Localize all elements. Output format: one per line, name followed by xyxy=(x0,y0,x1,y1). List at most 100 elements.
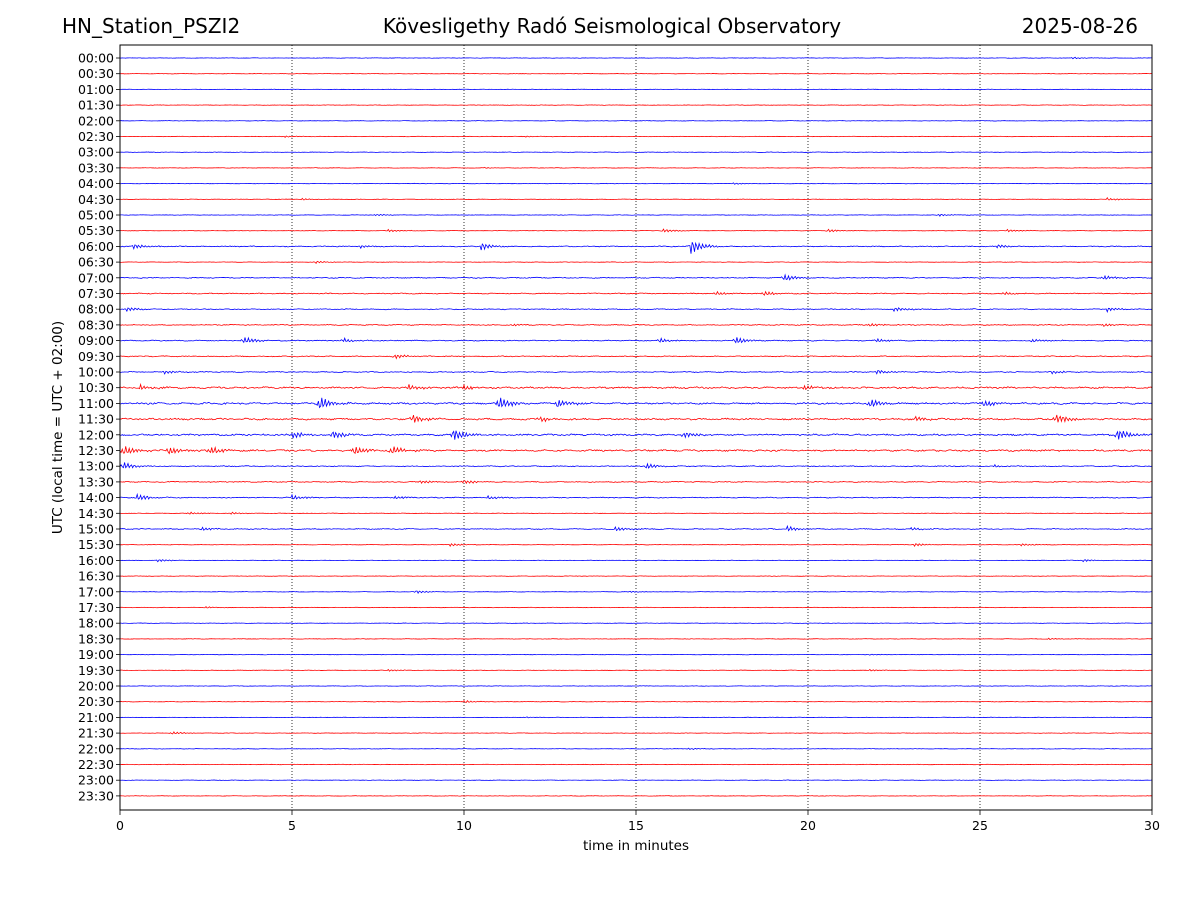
chart-title: Kövesligethy Radó Seismological Observat… xyxy=(382,14,842,38)
y-tick-label: 10:00 xyxy=(78,365,114,380)
y-tick-label: 11:30 xyxy=(78,412,114,427)
y-tick-label: 03:00 xyxy=(78,145,114,160)
x-axis-ticks: 0 5 10 15 20 25 30 xyxy=(116,810,1160,833)
chart-date: 2025-08-26 xyxy=(1021,14,1138,38)
trace-1130 xyxy=(119,414,1153,424)
x-tick-label: 5 xyxy=(288,818,296,833)
station-name: HN_Station_PSZI2 xyxy=(62,14,241,38)
y-tick-label: 15:30 xyxy=(78,537,114,552)
y-tick-label: 18:30 xyxy=(78,631,114,646)
x-tick-label: 25 xyxy=(972,818,988,833)
trace-1830 xyxy=(119,637,1152,640)
y-tick-label: 13:30 xyxy=(78,474,114,489)
y-tick-label: 12:30 xyxy=(78,443,114,458)
trace-2030 xyxy=(119,699,1153,703)
trace-2300 xyxy=(119,779,1153,781)
trace-1500 xyxy=(119,524,1153,532)
y-axis-ticks: 00:0000:3001:0001:3002:0002:3003:0003:30… xyxy=(78,51,120,803)
trace-1030 xyxy=(119,382,1153,391)
y-tick-label: 23:30 xyxy=(78,788,114,803)
trace-0300 xyxy=(119,151,1153,153)
y-tick-label: 01:30 xyxy=(78,98,114,113)
trace-0430 xyxy=(119,197,1153,201)
x-tick-label: 15 xyxy=(628,818,644,833)
y-tick-label: 00:30 xyxy=(78,66,114,81)
y-tick-label: 05:00 xyxy=(78,208,114,223)
trace-0800 xyxy=(119,307,1153,313)
y-tick-label: 18:00 xyxy=(78,616,114,631)
trace-1600 xyxy=(119,559,1153,563)
trace-1700 xyxy=(119,590,1153,594)
y-tick-label: 16:30 xyxy=(78,569,114,584)
y-tick-label: 01:00 xyxy=(78,82,114,97)
y-tick-label: 19:00 xyxy=(78,647,114,662)
y-tick-label: 09:00 xyxy=(78,333,114,348)
x-tick-label: 10 xyxy=(456,818,472,833)
trace-2200 xyxy=(119,747,1153,751)
trace-2330 xyxy=(119,795,1153,797)
trace-0100 xyxy=(119,88,1153,91)
trace-0600 xyxy=(119,241,1153,254)
trace-1330 xyxy=(119,480,1153,485)
y-tick-label: 15:00 xyxy=(78,522,114,537)
y-tick-label: 17:30 xyxy=(78,600,114,615)
y-tick-label: 05:30 xyxy=(78,223,114,238)
trace-2230 xyxy=(119,763,1153,766)
y-tick-label: 17:00 xyxy=(78,584,114,599)
trace-0000 xyxy=(119,56,1153,60)
y-tick-label: 06:00 xyxy=(78,239,114,254)
y-tick-label: 14:00 xyxy=(78,490,114,505)
y-tick-label: 06:30 xyxy=(78,255,114,270)
plot-frame xyxy=(119,44,1153,811)
vertical-gridlines xyxy=(291,45,981,810)
y-tick-label: 20:00 xyxy=(78,679,114,694)
trace-2100 xyxy=(119,716,1153,719)
trace-1200 xyxy=(119,430,1153,440)
trace-0230 xyxy=(119,135,1153,138)
trace-1230 xyxy=(119,446,1153,455)
y-tick-label: 09:30 xyxy=(78,349,114,364)
y-tick-label: 10:30 xyxy=(78,380,114,395)
trace-0530 xyxy=(119,228,1153,233)
y-axis-label: UTC (local time = UTC + 02:00) xyxy=(50,321,66,534)
trace-2000 xyxy=(119,685,1153,687)
y-tick-label: 04:30 xyxy=(78,192,114,207)
trace-0900 xyxy=(119,336,1153,344)
trace-1800 xyxy=(119,622,1153,624)
trace-1530 xyxy=(119,543,1153,548)
trace-1300 xyxy=(119,462,1153,469)
y-tick-label: 20:30 xyxy=(78,694,114,709)
trace-0330 xyxy=(119,166,1153,169)
trace-0630 xyxy=(119,260,1153,264)
trace-0400 xyxy=(119,182,1153,185)
y-tick-label: 11:00 xyxy=(78,396,114,411)
trace-1630 xyxy=(119,575,1153,577)
trace-2130 xyxy=(119,731,1153,735)
y-tick-label: 04:00 xyxy=(78,176,114,191)
y-tick-label: 13:00 xyxy=(78,459,114,474)
y-tick-label: 22:30 xyxy=(78,757,114,772)
y-tick-label: 07:00 xyxy=(78,270,114,285)
x-tick-label: 30 xyxy=(1144,818,1160,833)
trace-1900 xyxy=(119,653,1153,656)
y-tick-label: 00:00 xyxy=(78,51,114,66)
y-tick-label: 03:30 xyxy=(78,160,114,175)
trace-0200 xyxy=(119,120,1153,122)
trace-1930 xyxy=(119,668,1152,672)
y-tick-label: 19:30 xyxy=(78,663,114,678)
trace-1430 xyxy=(119,511,1153,515)
trace-1100 xyxy=(119,397,1153,409)
trace-1000 xyxy=(119,370,1153,375)
trace-0030 xyxy=(119,73,1153,75)
y-tick-label: 12:00 xyxy=(78,427,114,442)
x-axis-label: time in minutes xyxy=(583,838,689,854)
y-tick-label: 21:30 xyxy=(78,726,114,741)
y-tick-label: 23:00 xyxy=(78,773,114,788)
trace-0700 xyxy=(119,273,1153,281)
y-tick-label: 08:00 xyxy=(78,302,114,317)
y-tick-label: 21:00 xyxy=(78,710,114,725)
trace-0130 xyxy=(119,104,1153,106)
y-tick-label: 08:30 xyxy=(78,317,114,332)
y-tick-label: 16:00 xyxy=(78,553,114,568)
